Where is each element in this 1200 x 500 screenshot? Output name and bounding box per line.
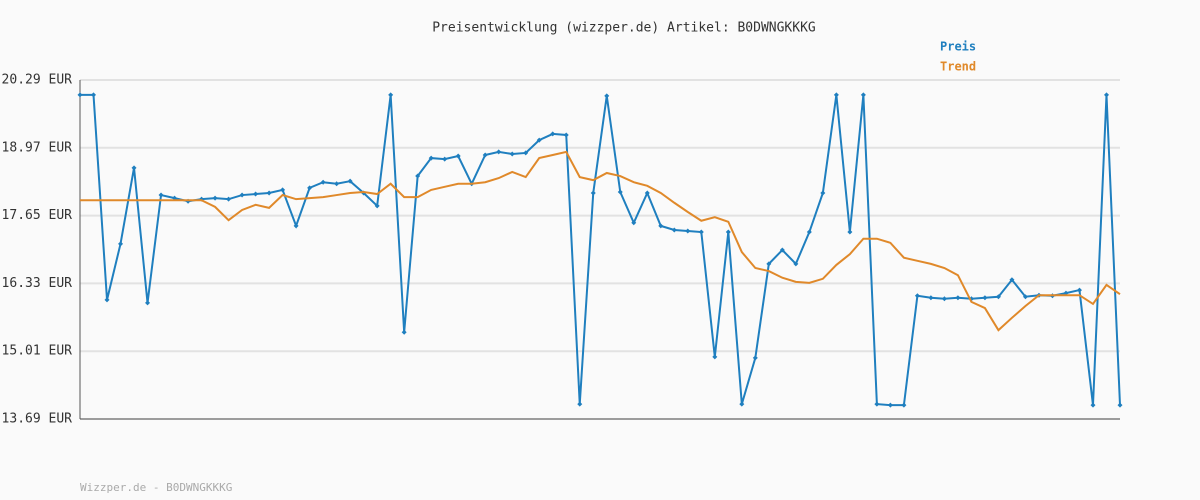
point <box>91 92 97 98</box>
y-tick-label: 13.69 EUR <box>2 412 73 427</box>
y-tick-label: 18.97 EUR <box>2 140 73 155</box>
point <box>698 229 704 235</box>
y-tick-label: 16.33 EUR <box>2 276 73 291</box>
point <box>685 228 691 234</box>
point <box>280 187 286 193</box>
point <box>496 149 502 155</box>
point <box>779 247 785 253</box>
point <box>955 295 961 301</box>
point <box>1022 294 1028 300</box>
point <box>158 192 164 198</box>
point <box>320 179 326 185</box>
point <box>415 173 421 179</box>
y-tick-label: 20.29 EUR <box>2 73 73 88</box>
point <box>752 355 758 361</box>
point <box>712 354 718 360</box>
point <box>536 137 542 143</box>
point <box>253 191 259 197</box>
point <box>1076 287 1082 293</box>
point <box>806 229 812 235</box>
point <box>671 227 677 233</box>
point <box>739 401 745 407</box>
point <box>577 401 583 407</box>
line <box>80 150 1121 332</box>
point <box>145 300 151 306</box>
point <box>1103 92 1109 98</box>
point <box>887 402 893 408</box>
legend-label: Trend <box>940 60 976 74</box>
point <box>266 190 272 196</box>
point <box>766 261 772 267</box>
point <box>793 261 799 267</box>
point <box>131 165 137 171</box>
point <box>509 151 515 157</box>
point <box>77 92 83 98</box>
point <box>982 295 988 301</box>
point <box>239 192 245 198</box>
point <box>617 189 623 195</box>
point <box>374 203 380 209</box>
point <box>307 185 313 191</box>
point <box>874 401 880 407</box>
y-tick-label: 17.65 EUR <box>2 208 73 223</box>
point <box>401 329 407 335</box>
point <box>226 196 232 202</box>
point <box>833 92 839 98</box>
point <box>847 229 853 235</box>
point <box>1090 402 1096 408</box>
point <box>995 294 1001 300</box>
point <box>104 297 110 303</box>
point <box>347 178 353 184</box>
point <box>428 155 434 161</box>
line <box>80 93 1121 407</box>
point <box>928 295 934 301</box>
point <box>118 241 124 247</box>
point <box>914 293 920 299</box>
point <box>631 220 637 226</box>
point <box>1117 402 1123 408</box>
point <box>334 181 340 187</box>
y-tick-label: 15.01 EUR <box>2 344 73 359</box>
point <box>604 93 610 99</box>
chart-title: Preisentwicklung (wizzper.de) Artikel: B… <box>432 21 816 36</box>
point <box>644 190 650 196</box>
footer: Wizzper.de - B0DWNGKKKG <box>80 481 232 494</box>
point <box>293 223 299 229</box>
point <box>523 150 529 156</box>
point <box>550 131 556 137</box>
point <box>1009 277 1015 283</box>
point <box>388 92 394 98</box>
point <box>442 156 448 162</box>
point <box>725 229 731 235</box>
point <box>482 152 488 158</box>
legend-label: Preis <box>940 40 976 54</box>
point <box>658 223 664 229</box>
point <box>820 190 826 196</box>
point <box>901 402 907 408</box>
point <box>455 153 461 159</box>
point <box>590 190 596 196</box>
point <box>563 132 569 138</box>
point <box>860 92 866 98</box>
point <box>212 195 218 201</box>
point <box>941 296 947 302</box>
